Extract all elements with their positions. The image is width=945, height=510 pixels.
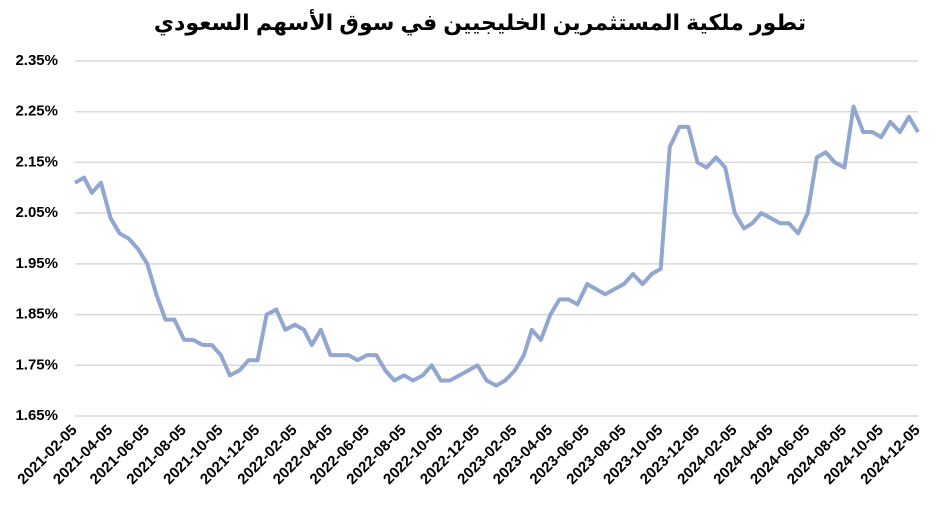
data-line [74,104,920,388]
y-tick-label: 1.75% [15,356,58,373]
y-tick-label: 2.15% [15,153,58,170]
y-tick-label: 1.85% [15,306,58,323]
y-tick-label: 1.95% [15,255,58,272]
y-tick-label: 2.25% [15,103,58,120]
y-tick-label: 2.35% [15,52,58,69]
y-tick-label: 2.05% [15,204,58,221]
chart-title: تطور ملكية المستثمرين الخليجيين في سوق ا… [154,8,806,36]
y-tick-label: 1.65% [15,407,58,424]
